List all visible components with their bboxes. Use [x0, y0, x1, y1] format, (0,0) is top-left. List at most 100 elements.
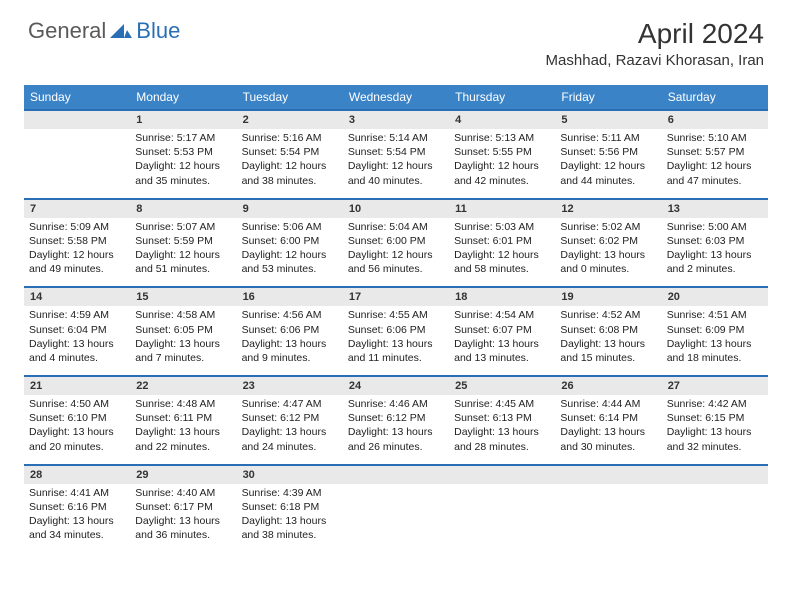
sunrise-text: Sunrise: 5:16 AM — [242, 131, 338, 145]
day-number: 17 — [343, 288, 449, 306]
sunrise-text: Sunrise: 4:51 AM — [667, 308, 763, 322]
day-number: 21 — [24, 377, 130, 395]
sunrise-text: Sunrise: 5:13 AM — [454, 131, 550, 145]
sunset-text: Sunset: 6:17 PM — [135, 500, 231, 514]
day-number: 10 — [343, 200, 449, 218]
sunrise-text: Sunrise: 5:10 AM — [667, 131, 763, 145]
daylight-text: Daylight: 12 hours and 35 minutes. — [135, 159, 231, 187]
day-number: 23 — [237, 377, 343, 395]
daylight-text: Daylight: 13 hours and 20 minutes. — [29, 425, 125, 453]
sunset-text: Sunset: 6:15 PM — [667, 411, 763, 425]
daylight-text: Daylight: 13 hours and 15 minutes. — [560, 337, 656, 365]
sunset-text: Sunset: 6:16 PM — [29, 500, 125, 514]
sunrise-text: Sunrise: 5:00 AM — [667, 220, 763, 234]
day-number: 30 — [237, 466, 343, 484]
daylight-text: Daylight: 12 hours and 40 minutes. — [348, 159, 444, 187]
daylight-text: Daylight: 13 hours and 22 minutes. — [135, 425, 231, 453]
sunrise-text: Sunrise: 5:11 AM — [560, 131, 656, 145]
day-number — [343, 466, 449, 484]
daylight-text: Daylight: 12 hours and 58 minutes. — [454, 248, 550, 276]
sunset-text: Sunset: 5:56 PM — [560, 145, 656, 159]
sunrise-text: Sunrise: 5:04 AM — [348, 220, 444, 234]
day-cell — [343, 484, 449, 553]
sunrise-text: Sunrise: 5:03 AM — [454, 220, 550, 234]
day-number: 1 — [130, 111, 236, 129]
day-number — [555, 466, 661, 484]
day-number — [662, 466, 768, 484]
daylight-text: Daylight: 12 hours and 49 minutes. — [29, 248, 125, 276]
sunset-text: Sunset: 6:06 PM — [242, 323, 338, 337]
day-cell: Sunrise: 4:46 AMSunset: 6:12 PMDaylight:… — [343, 395, 449, 464]
daylight-text: Daylight: 12 hours and 51 minutes. — [135, 248, 231, 276]
day-cell: Sunrise: 4:51 AMSunset: 6:09 PMDaylight:… — [662, 306, 768, 375]
day-number: 11 — [449, 200, 555, 218]
day-cell: Sunrise: 5:06 AMSunset: 6:00 PMDaylight:… — [237, 218, 343, 287]
day-cell: Sunrise: 4:55 AMSunset: 6:06 PMDaylight:… — [343, 306, 449, 375]
sunrise-text: Sunrise: 5:17 AM — [135, 131, 231, 145]
sunset-text: Sunset: 6:00 PM — [242, 234, 338, 248]
day-number: 14 — [24, 288, 130, 306]
day-number-row: 21222324252627 — [24, 375, 768, 395]
sunset-text: Sunset: 6:00 PM — [348, 234, 444, 248]
sunset-text: Sunset: 6:01 PM — [454, 234, 550, 248]
weeks-container: 123456Sunrise: 5:17 AMSunset: 5:53 PMDay… — [24, 109, 768, 552]
sunrise-text: Sunrise: 4:56 AM — [242, 308, 338, 322]
day-cell: Sunrise: 4:58 AMSunset: 6:05 PMDaylight:… — [130, 306, 236, 375]
day-number: 9 — [237, 200, 343, 218]
day-cell: Sunrise: 5:16 AMSunset: 5:54 PMDaylight:… — [237, 129, 343, 198]
day-cell — [24, 129, 130, 198]
day-number: 19 — [555, 288, 661, 306]
sunset-text: Sunset: 5:57 PM — [667, 145, 763, 159]
day-number: 5 — [555, 111, 661, 129]
title-block: April 2024 Mashhad, Razavi Khorasan, Ira… — [546, 18, 764, 69]
day-cell — [555, 484, 661, 553]
daylight-text: Daylight: 13 hours and 32 minutes. — [667, 425, 763, 453]
sunset-text: Sunset: 5:58 PM — [29, 234, 125, 248]
sunset-text: Sunset: 6:12 PM — [242, 411, 338, 425]
logo-text-blue: Blue — [136, 18, 180, 44]
day-number: 20 — [662, 288, 768, 306]
daylight-text: Daylight: 13 hours and 0 minutes. — [560, 248, 656, 276]
sunrise-text: Sunrise: 5:14 AM — [348, 131, 444, 145]
sunset-text: Sunset: 6:18 PM — [242, 500, 338, 514]
day-number: 4 — [449, 111, 555, 129]
day-cell: Sunrise: 4:40 AMSunset: 6:17 PMDaylight:… — [130, 484, 236, 553]
sunset-text: Sunset: 5:55 PM — [454, 145, 550, 159]
day-cell: Sunrise: 4:48 AMSunset: 6:11 PMDaylight:… — [130, 395, 236, 464]
sunset-text: Sunset: 5:54 PM — [348, 145, 444, 159]
daylight-text: Daylight: 13 hours and 36 minutes. — [135, 514, 231, 542]
day-cell: Sunrise: 5:04 AMSunset: 6:00 PMDaylight:… — [343, 218, 449, 287]
daylight-text: Daylight: 13 hours and 24 minutes. — [242, 425, 338, 453]
sunrise-text: Sunrise: 4:41 AM — [29, 486, 125, 500]
daylight-text: Daylight: 12 hours and 44 minutes. — [560, 159, 656, 187]
day-number: 15 — [130, 288, 236, 306]
sunrise-text: Sunrise: 4:55 AM — [348, 308, 444, 322]
sunrise-text: Sunrise: 5:06 AM — [242, 220, 338, 234]
daylight-text: Daylight: 12 hours and 38 minutes. — [242, 159, 338, 187]
sunrise-text: Sunrise: 4:42 AM — [667, 397, 763, 411]
sunrise-text: Sunrise: 5:09 AM — [29, 220, 125, 234]
location-subtitle: Mashhad, Razavi Khorasan, Iran — [546, 52, 764, 69]
day-number: 24 — [343, 377, 449, 395]
day-number: 3 — [343, 111, 449, 129]
logo: General Blue — [28, 18, 180, 44]
daylight-text: Daylight: 13 hours and 4 minutes. — [29, 337, 125, 365]
sunset-text: Sunset: 6:14 PM — [560, 411, 656, 425]
day-cell: Sunrise: 5:03 AMSunset: 6:01 PMDaylight:… — [449, 218, 555, 287]
sunset-text: Sunset: 6:03 PM — [667, 234, 763, 248]
day-cell: Sunrise: 4:41 AMSunset: 6:16 PMDaylight:… — [24, 484, 130, 553]
day-cell: Sunrise: 4:47 AMSunset: 6:12 PMDaylight:… — [237, 395, 343, 464]
day-header: Monday — [130, 85, 236, 109]
day-number — [449, 466, 555, 484]
sunrise-text: Sunrise: 4:46 AM — [348, 397, 444, 411]
logo-triangle-icon — [110, 22, 134, 40]
day-cell: Sunrise: 4:45 AMSunset: 6:13 PMDaylight:… — [449, 395, 555, 464]
daylight-text: Daylight: 13 hours and 34 minutes. — [29, 514, 125, 542]
day-header: Wednesday — [343, 85, 449, 109]
day-cell: Sunrise: 5:14 AMSunset: 5:54 PMDaylight:… — [343, 129, 449, 198]
day-header-row: SundayMondayTuesdayWednesdayThursdayFrid… — [24, 85, 768, 109]
sunset-text: Sunset: 6:10 PM — [29, 411, 125, 425]
sunrise-text: Sunrise: 4:50 AM — [29, 397, 125, 411]
day-number: 12 — [555, 200, 661, 218]
day-header: Thursday — [449, 85, 555, 109]
